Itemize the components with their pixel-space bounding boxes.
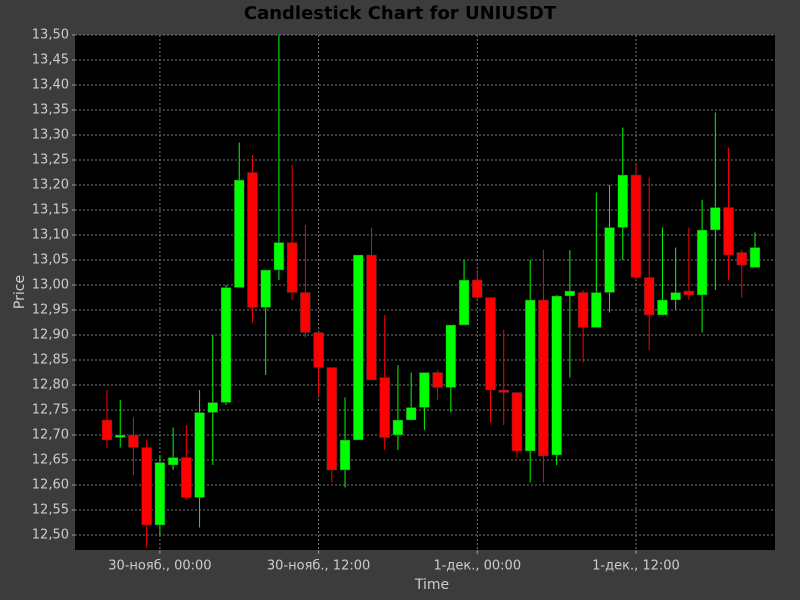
candle-body	[683, 290, 695, 296]
candle-body	[591, 292, 602, 328]
x-tick-label: 1-дек., 00:00	[433, 559, 521, 574]
candle-body	[300, 292, 311, 333]
candle-body	[511, 392, 523, 452]
y-tick-label: 12,65	[32, 453, 69, 468]
candle-body	[723, 207, 734, 256]
candle-body	[141, 447, 152, 526]
candle-body	[710, 207, 721, 231]
y-tick-label: 12,55	[32, 503, 69, 518]
candle-body	[670, 292, 681, 301]
y-tick-label: 13,50	[32, 28, 69, 43]
candle-body	[643, 277, 655, 316]
candle-body	[657, 299, 668, 316]
y-tick-label: 12,85	[32, 353, 69, 368]
candle-body	[419, 372, 430, 408]
candle-body	[247, 172, 258, 308]
candle-body	[405, 407, 417, 421]
candle-body	[577, 292, 589, 328]
candle-body	[154, 462, 166, 526]
y-tick-label: 12,70	[32, 428, 69, 443]
candle-body	[101, 419, 113, 441]
y-tick-label: 13,40	[32, 78, 69, 93]
candle-body	[326, 367, 338, 471]
y-tick-label: 12,95	[32, 303, 69, 318]
candle-body	[696, 229, 708, 296]
candle-body	[207, 402, 219, 413]
candle-body	[128, 434, 139, 448]
candle-body	[286, 242, 298, 293]
y-tick-label: 13,00	[32, 278, 69, 293]
candle-body	[353, 254, 364, 441]
y-tick-label: 13,05	[32, 253, 69, 268]
candle-body	[472, 279, 483, 298]
candle-body	[736, 252, 748, 266]
candle-body	[220, 287, 232, 403]
y-tick-label: 13,15	[32, 203, 69, 218]
candle-body	[458, 279, 470, 326]
candle-body	[339, 439, 351, 471]
x-tick-label: 30-нояб., 00:00	[108, 559, 211, 574]
candle-body	[273, 242, 285, 271]
candle-body	[604, 227, 615, 293]
y-tick-label: 12,90	[32, 328, 69, 343]
x-tick-label: 30-нояб., 12:00	[267, 559, 370, 574]
chart-title: Candlestick Chart for UNIUSDT	[244, 3, 557, 24]
candle-body	[114, 434, 126, 438]
y-tick-label: 13,45	[32, 53, 69, 68]
y-tick-label: 12,80	[32, 378, 69, 393]
candle-body	[392, 419, 404, 436]
y-tick-label: 12,75	[32, 403, 69, 418]
y-tick-label: 13,25	[32, 153, 69, 168]
candle-body	[260, 269, 271, 308]
candle-body	[564, 290, 576, 297]
candle-body	[630, 174, 642, 278]
candle-body	[233, 179, 245, 288]
candle-body	[181, 457, 192, 498]
y-tick-label: 13,10	[32, 228, 69, 243]
candle-body	[432, 372, 443, 388]
candle-body	[445, 324, 457, 388]
x-axis-label: Time	[414, 577, 449, 593]
candle-body	[379, 377, 390, 438]
candle-body	[194, 412, 205, 498]
y-tick-label: 12,60	[32, 478, 69, 493]
candle-body	[551, 295, 562, 456]
y-tick-label: 13,20	[32, 178, 69, 193]
x-tick-label: 1-дек., 12:00	[592, 559, 680, 574]
candle-body	[524, 299, 536, 452]
y-tick-label: 13,35	[32, 103, 69, 118]
candle-body	[313, 332, 324, 368]
candle-body	[485, 297, 496, 391]
y-tick-label: 13,30	[32, 128, 69, 143]
candle-body	[366, 254, 377, 381]
candle-body	[617, 174, 629, 228]
plot-area	[75, 35, 775, 550]
y-axis-label: Price	[12, 275, 28, 309]
candle-body	[538, 299, 549, 457]
y-tick-label: 12,50	[32, 528, 69, 543]
candle-body	[167, 457, 179, 466]
candle-body	[498, 389, 509, 393]
candle-body	[749, 247, 761, 268]
